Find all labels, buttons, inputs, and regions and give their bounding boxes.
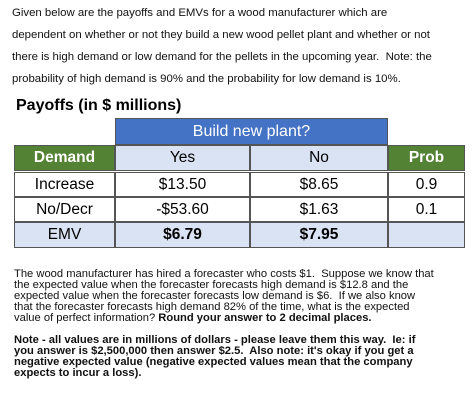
table-cell: Increase bbox=[14, 172, 115, 197]
intro-line: probability of high demand is 90% and th… bbox=[12, 73, 401, 85]
note-line: expects to incur a loss). bbox=[14, 367, 142, 379]
column-header: Prob bbox=[388, 145, 465, 171]
question-line: the expected value when the forecaster f… bbox=[14, 279, 409, 291]
intro-line: Given below are the payoffs and EMVs for… bbox=[12, 7, 388, 19]
table-title: Payoffs (in $ millions) bbox=[16, 97, 182, 114]
table-cell: $8.65 bbox=[250, 172, 388, 197]
table-cell: EMV bbox=[14, 222, 115, 248]
empty-cell bbox=[388, 222, 465, 248]
question-line: value of perfect information? Round your… bbox=[14, 312, 372, 324]
table-cell: $1.63 bbox=[250, 197, 388, 222]
table-cell: No/Decr bbox=[14, 197, 115, 222]
intro-line: dependent on whether or not they build a… bbox=[12, 29, 430, 41]
question-line: expected value when the forecaster forec… bbox=[14, 290, 416, 302]
table-cell: $7.95 bbox=[250, 222, 388, 248]
question-text: value of perfect information? bbox=[14, 312, 156, 324]
note-line: negative expected value (negative expect… bbox=[14, 356, 413, 368]
table-cell: -$53.60 bbox=[115, 197, 250, 222]
intro-line: there is high demand or low demand for t… bbox=[12, 51, 432, 63]
table-cell: $13.50 bbox=[115, 172, 250, 197]
column-header: Yes bbox=[115, 145, 250, 171]
question-emphasis: Round your answer to 2 decimal places. bbox=[158, 312, 372, 324]
note-line: you answer is $2,500,000 then answer $2.… bbox=[14, 345, 414, 357]
table-cell: 0.1 bbox=[388, 197, 465, 222]
group-header: Build new plant? bbox=[115, 118, 388, 145]
table-cell: $6.79 bbox=[115, 222, 250, 248]
column-header: No bbox=[250, 145, 388, 171]
table-cell: 0.9 bbox=[388, 172, 465, 197]
question-line: that the forecaster forecasts high deman… bbox=[14, 301, 410, 313]
note-line: Note - all values are in millions of dol… bbox=[14, 334, 416, 346]
column-header: Demand bbox=[14, 145, 115, 171]
question-line: The wood manufacturer has hired a foreca… bbox=[14, 268, 434, 280]
